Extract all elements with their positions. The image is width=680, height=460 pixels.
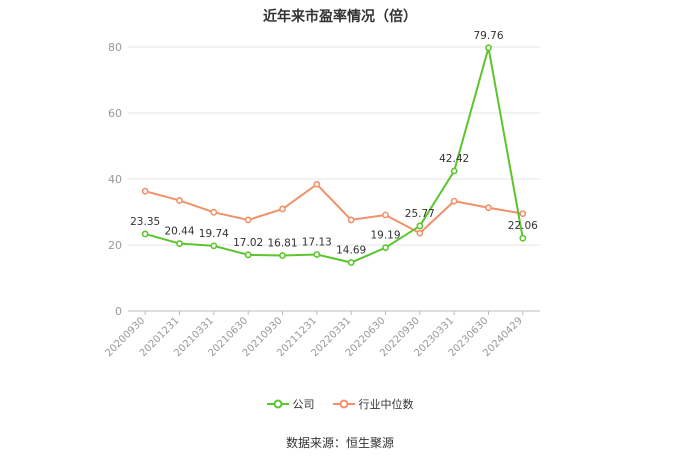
data-point-industry-median — [485, 204, 492, 212]
legend-marker-company — [266, 399, 289, 409]
data-label-company: 42.42 — [439, 153, 469, 165]
series-line-company — [144, 46, 524, 264]
data-point-company — [279, 252, 286, 259]
data-point-company — [141, 230, 149, 238]
data-label-company: 17.02 — [233, 237, 263, 249]
data-point-company — [210, 242, 218, 250]
data-label-company: 17.13 — [302, 236, 332, 248]
data-point-company — [382, 244, 389, 252]
y-tick-label: 80 — [108, 41, 122, 54]
data-point-industry-median — [279, 205, 286, 213]
data-label-company: 79.76 — [473, 30, 503, 42]
data-point-industry-median — [450, 197, 458, 205]
legend-item-industry-median[interactable]: 行业中位数 — [332, 396, 414, 412]
data-point-company — [313, 251, 321, 258]
data-point-company — [519, 234, 527, 242]
data-point-industry-median — [382, 211, 389, 219]
data-source-note: 数据来源：恒生聚源 — [285, 436, 394, 450]
data-point-company — [485, 44, 492, 52]
data-point-company — [416, 222, 424, 230]
chart-title: 近年来市盈率情况（倍） — [263, 9, 417, 25]
data-point-industry-median — [141, 187, 149, 195]
data-label-company: 22.06 — [508, 220, 538, 232]
data-point-industry-median — [347, 216, 355, 224]
legend-label-company: 公司 — [292, 398, 315, 411]
data-label-company: 23.35 — [130, 216, 160, 228]
data-point-industry-median — [176, 197, 183, 204]
data-label-company: 20.44 — [164, 226, 194, 238]
legend-marker-industry-median — [332, 399, 355, 409]
data-point-company — [176, 240, 183, 247]
y-tick-label: 20 — [108, 239, 122, 252]
data-point-industry-median — [210, 208, 218, 216]
legend-label-industry-median: 行业中位数 — [358, 398, 414, 411]
data-label-company: 19.19 — [370, 230, 400, 242]
series-line-industry-median — [144, 183, 524, 235]
data-point-industry-median — [416, 229, 424, 237]
pe-ratio-line-chart: 0204060802020093020201231202103312021063… — [104, 30, 540, 359]
data-label-company: 16.81 — [267, 238, 297, 250]
data-label-company: 25.77 — [405, 208, 435, 220]
chart-legend: 公司 行业中位数 — [0, 396, 680, 412]
y-tick-label: 40 — [108, 173, 122, 186]
y-tick-label: 0 — [115, 305, 122, 318]
data-label-company: 19.74 — [199, 228, 229, 240]
data-label-company: 14.69 — [336, 245, 366, 257]
legend-item-company[interactable]: 公司 — [266, 396, 315, 412]
data-point-industry-median — [313, 180, 321, 188]
data-point-company — [347, 259, 355, 266]
y-tick-label: 60 — [108, 107, 122, 120]
data-point-company — [450, 167, 458, 175]
data-point-industry-median — [519, 210, 527, 218]
data-point-company — [244, 251, 252, 259]
data-point-industry-median — [244, 216, 252, 224]
